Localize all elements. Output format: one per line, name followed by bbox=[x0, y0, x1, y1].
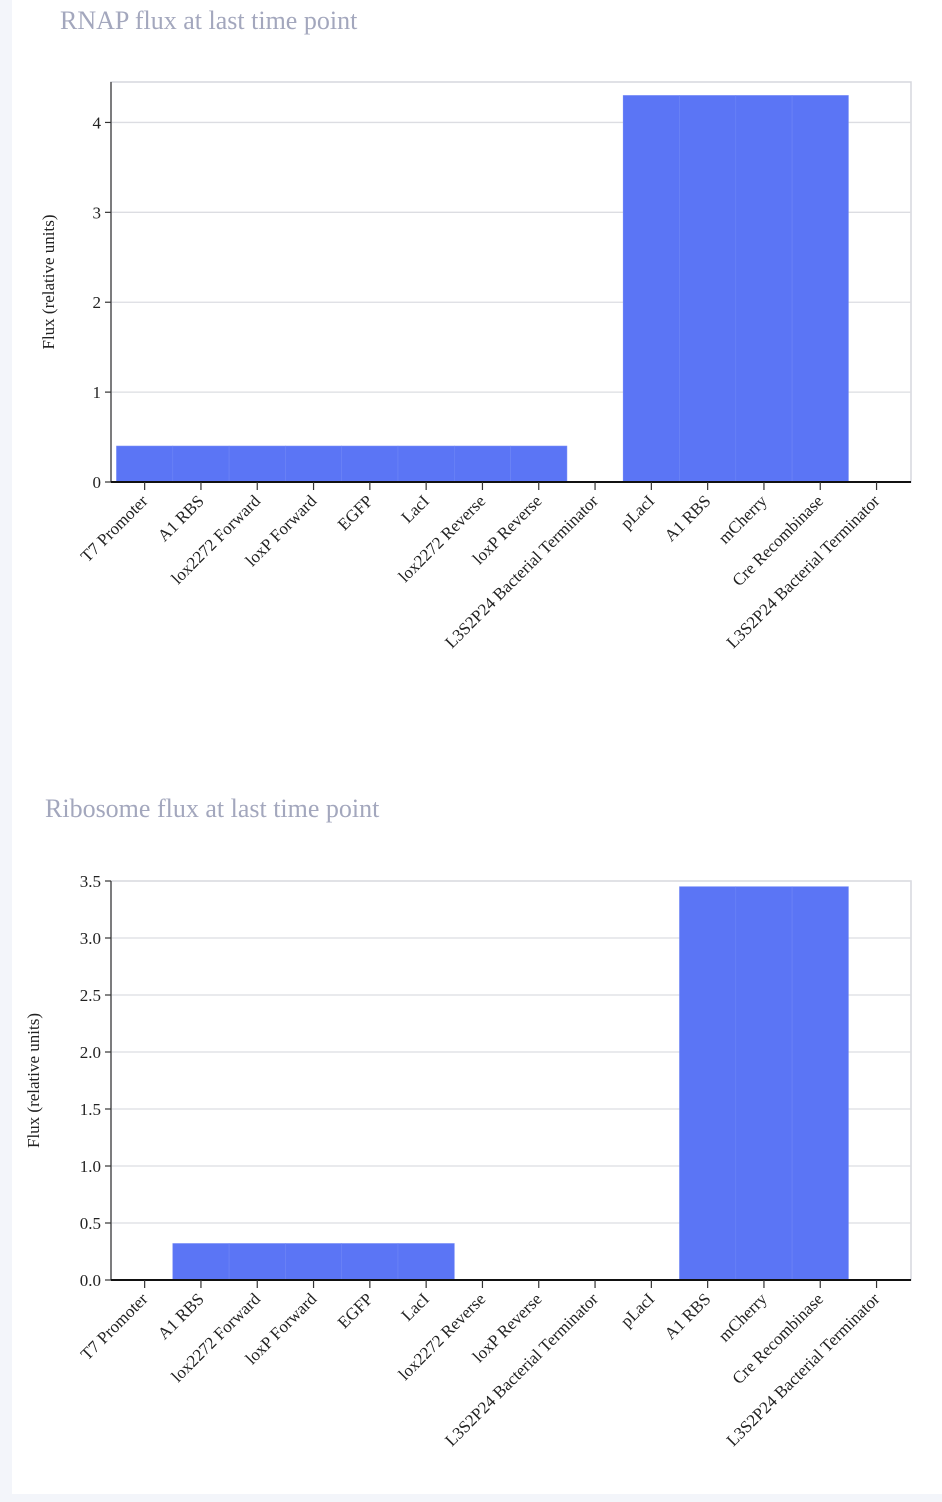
rnap-bar bbox=[679, 95, 737, 483]
ribosome-x-tick-label: A1 RBS bbox=[154, 1289, 208, 1343]
ribosome-y-tick-label: 3.5 bbox=[80, 872, 101, 891]
ribosome-y-tick-label: 2.0 bbox=[80, 1043, 101, 1062]
rnap-bar bbox=[172, 445, 230, 483]
ribosome-y-tick-label: 1.0 bbox=[80, 1157, 101, 1176]
page: RNAP flux at last time point Ribosome fl… bbox=[12, 0, 942, 1494]
rnap-bar bbox=[228, 445, 286, 483]
rnap-y-axis-title: Flux (relative units) bbox=[39, 214, 58, 349]
ribosome-x-tick-label: T7 Promoter bbox=[77, 1289, 152, 1364]
ribosome-y-axis-title: Flux (relative units) bbox=[24, 1013, 43, 1148]
rnap-y-tick-label: 4 bbox=[93, 113, 102, 132]
ribosome-bar bbox=[679, 886, 737, 1281]
rnap-y-tick-label: 2 bbox=[93, 293, 102, 312]
ribosome-y-tick-label: 2.5 bbox=[80, 986, 101, 1005]
chart-title-rnap: RNAP flux at last time point bbox=[60, 6, 358, 35]
rnap-bar bbox=[622, 95, 680, 483]
rnap-bar bbox=[453, 445, 511, 483]
rnap-bar bbox=[510, 445, 568, 483]
rnap-bar bbox=[285, 445, 342, 483]
ribosome-bar bbox=[341, 1243, 399, 1281]
ribosome-bar bbox=[791, 886, 849, 1281]
ribosome-flux-chart: 0.00.51.01.52.02.53.03.5T7 Promoter A1 RB… bbox=[24, 872, 912, 1450]
rnap-y-tick-label: 0 bbox=[93, 473, 102, 492]
ribosome-x-tick-label: mCherry bbox=[715, 1289, 772, 1346]
rnap-bar bbox=[341, 445, 399, 483]
ribosome-x-tick-label: pLacI bbox=[617, 1289, 659, 1331]
chart-title-ribosome: Ribosome flux at last time point bbox=[45, 794, 380, 823]
ribosome-bar bbox=[735, 886, 793, 1281]
ribosome-x-tick-label: LacI bbox=[398, 1289, 434, 1325]
ribosome-y-tick-label: 1.5 bbox=[80, 1100, 101, 1119]
ribosome-y-tick-label: 0.0 bbox=[80, 1271, 101, 1290]
ribosome-bar bbox=[172, 1243, 230, 1281]
ribosome-y-tick-label: 3.0 bbox=[80, 929, 101, 948]
ribosome-bar bbox=[285, 1243, 342, 1281]
ribosome-x-tick-label: EGFP bbox=[334, 1289, 377, 1332]
ribosome-bar bbox=[397, 1243, 455, 1281]
rnap-y-tick-label: 1 bbox=[93, 383, 102, 402]
rnap-y-tick-label: 3 bbox=[93, 203, 102, 222]
ribosome-bar bbox=[228, 1243, 286, 1281]
rnap-bar bbox=[735, 95, 793, 483]
ribosome-x-tick-label: A1 RBS bbox=[661, 1289, 715, 1343]
rnap-bar bbox=[116, 445, 174, 483]
rnap-bar bbox=[791, 95, 849, 483]
ribosome-y-tick-label: 0.5 bbox=[80, 1214, 101, 1233]
